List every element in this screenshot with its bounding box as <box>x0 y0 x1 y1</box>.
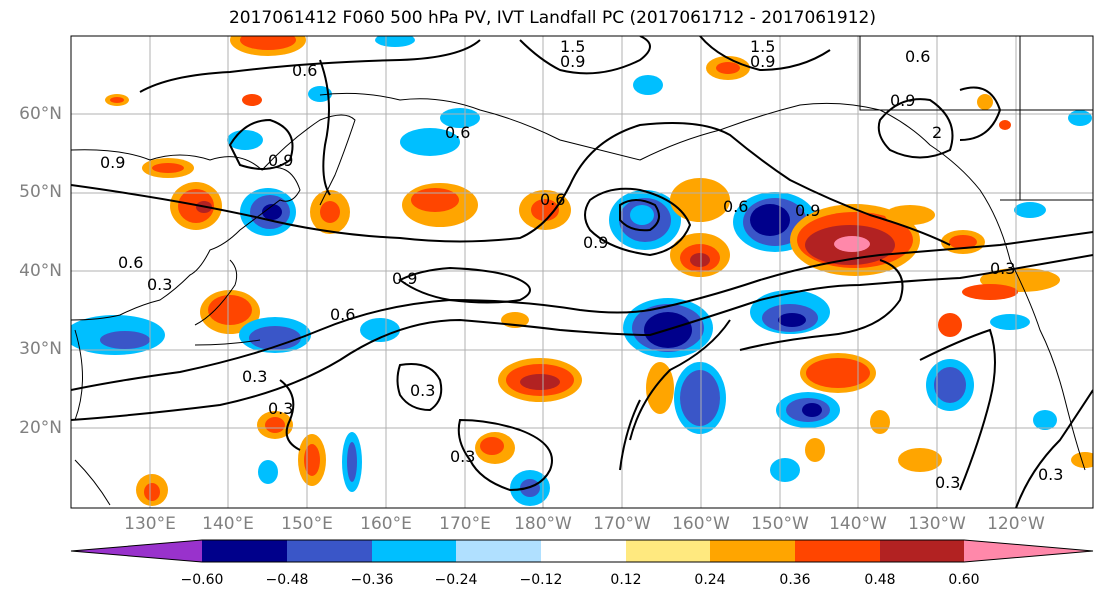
colorbar-segment-10 <box>964 540 1093 562</box>
colorbar-tick-label: −0.36 <box>350 572 394 588</box>
colorbar-tick-label: 0.48 <box>864 572 896 588</box>
latitude-label: 40°N <box>19 261 62 281</box>
contour-label: 0.9 <box>750 52 775 71</box>
colorbar-segment-9 <box>880 540 964 562</box>
colorbar-tick-label: 0.60 <box>948 572 980 588</box>
colorbar-segment-1 <box>202 540 287 562</box>
colorbar-segment-6 <box>626 540 710 562</box>
contour-label-group: 0.6 0.9 0.6 1.5 0.9 1.5 0.9 0.6 0.9 2 0.… <box>100 37 1063 492</box>
contour-label: 0.6 <box>540 190 565 209</box>
coastlines <box>71 36 1093 506</box>
longitude-label: 130°E <box>124 514 176 534</box>
colorbar <box>70 539 1094 563</box>
longitude-label: 160°E <box>360 514 412 534</box>
colorbar-segment-3 <box>372 540 456 562</box>
contour-label: 0.9 <box>795 201 820 220</box>
contour-label: 0.6 <box>330 305 355 324</box>
latitude-label: 30°N <box>19 339 62 359</box>
longitude-label: 140°E <box>202 514 254 534</box>
colorbar-tick-label: −0.12 <box>519 572 563 588</box>
colorbar-segment-8 <box>795 540 880 562</box>
contour-label: 0.9 <box>268 151 293 170</box>
contour-label: 0.3 <box>990 259 1015 278</box>
graticule <box>71 36 1093 508</box>
colorbar-outline <box>70 539 1094 563</box>
colorbar-segment-5 <box>541 540 626 562</box>
latitude-label: 20°N <box>19 418 62 438</box>
longitude-label: 150°E <box>281 514 333 534</box>
longitude-label: 140°W <box>829 514 887 534</box>
latitude-label: 60°N <box>19 104 62 124</box>
contour-label: 2 <box>932 123 942 142</box>
colorbar-segment-4 <box>456 540 541 562</box>
pv-contours <box>71 36 1093 508</box>
colorbar-segment-0 <box>71 540 202 562</box>
contour-label: 0.3 <box>410 381 435 400</box>
contour-label: 0.3 <box>450 447 475 466</box>
plot-frame <box>70 35 1094 509</box>
longitude-label: 150°W <box>751 514 809 534</box>
colorbar-tick-label: −0.24 <box>434 572 478 588</box>
colorbar-tick-label: 0.36 <box>779 572 811 588</box>
contour-label: 0.3 <box>268 399 293 418</box>
latitude-label: 50°N <box>19 182 62 202</box>
longitude-label: 170°E <box>439 514 491 534</box>
contour-label: 1.5 <box>750 37 775 56</box>
contour-label: 0.3 <box>1038 465 1063 484</box>
colorbar-segment-7 <box>710 540 795 562</box>
contour-label: 0.9 <box>560 52 585 71</box>
contour-label: 0.6 <box>118 253 143 272</box>
colorbar-tick-label: −0.60 <box>180 572 224 588</box>
colorbar-tick-label: −0.48 <box>265 572 309 588</box>
contour-label: 0.9 <box>583 233 608 252</box>
contour-label: 1.5 <box>560 37 585 56</box>
contour-label: 0.9 <box>100 153 125 172</box>
longitude-label: 180°W <box>514 514 572 534</box>
contour-label: 0.3 <box>935 473 960 492</box>
longitude-label: 160°W <box>672 514 730 534</box>
contour-label: 0.9 <box>392 269 417 288</box>
contour-label: 0.3 <box>242 367 267 386</box>
contour-label: 0.9 <box>890 91 915 110</box>
colorbar-tick-label: 0.12 <box>610 572 642 588</box>
longitude-label: 130°W <box>908 514 966 534</box>
contour-label: 0.6 <box>292 61 317 80</box>
colorbar-tick-label: 0.24 <box>694 572 726 588</box>
longitude-label: 120°W <box>987 514 1045 534</box>
colorbar-segment-2 <box>287 540 372 562</box>
contour-label: 0.6 <box>723 197 748 216</box>
contour-label: 0.6 <box>445 123 470 142</box>
longitude-label: 170°W <box>593 514 651 534</box>
map-title: 2017061412 F060 500 hPa PV, IVT Landfall… <box>228 8 876 28</box>
contour-label: 0.3 <box>147 275 172 294</box>
contour-label: 0.6 <box>905 47 930 66</box>
